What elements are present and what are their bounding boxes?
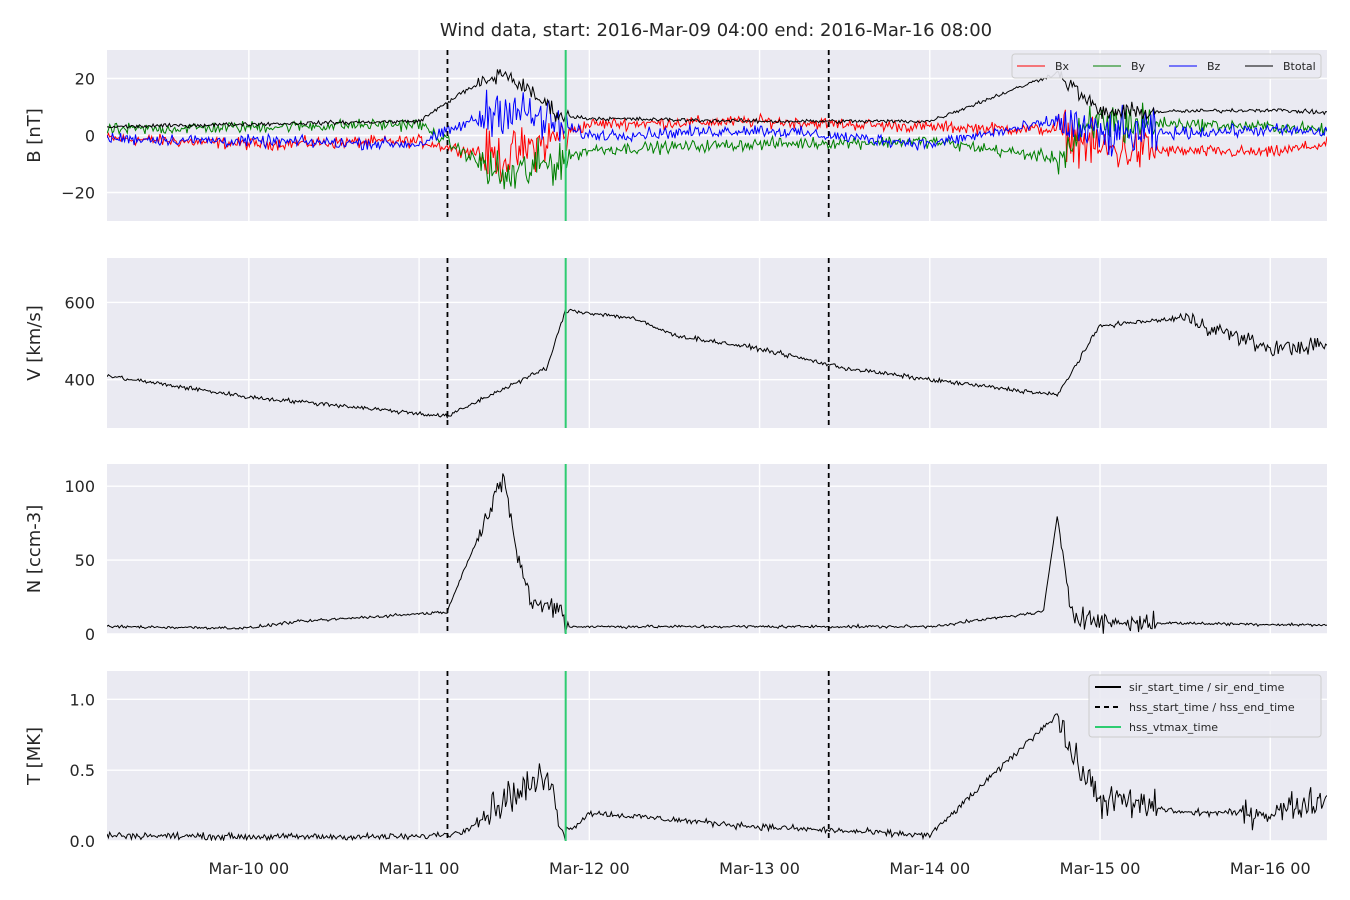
y-tick-label: 600 [64, 293, 95, 312]
y-tick-label: 0.5 [70, 761, 95, 780]
event-legend-label: hss_start_time / hss_end_time [1129, 701, 1295, 714]
y-tick-label: 20 [75, 70, 95, 89]
y-tick-label: 100 [64, 477, 95, 496]
event-legend-label: hss_vtmax_time [1129, 721, 1218, 734]
series-line-bz [107, 89, 1327, 157]
event-legend-box [1088, 674, 1322, 738]
y-axis-label: V [km/s] [24, 305, 45, 380]
y-tick-label: −20 [61, 184, 95, 203]
panel-2: 100 50 0 N [ccm-3] [24, 464, 1327, 644]
x-tick-label: Mar-10 00 [208, 859, 289, 878]
series-group [107, 473, 1327, 634]
series-group [107, 69, 1327, 190]
x-tick-label: Mar-15 00 [1060, 859, 1141, 878]
y-tick-label: 0 [85, 127, 95, 146]
x-tick-label: Mar-12 00 [549, 859, 630, 878]
series-group [107, 308, 1327, 419]
legend-label-bz: Bz [1207, 60, 1221, 73]
y-axis-label: B [nT] [24, 108, 45, 163]
y-axis-label: T [MK] [24, 727, 45, 786]
y-tick-label: 0.0 [70, 832, 95, 851]
legend-label-btotal: Btotal [1283, 60, 1316, 73]
y-axis-label: N [ccm-3] [24, 505, 45, 594]
y-tick-label: 1.0 [70, 690, 95, 709]
panel-3: 1.0 0.5 0.0 T [MK] sir_start_time / sir_end_… [24, 671, 1327, 878]
x-tick-label: Mar-11 00 [379, 859, 460, 878]
y-tick-label: 400 [64, 371, 95, 390]
series-group [107, 713, 1327, 841]
x-tick-label: Mar-14 00 [889, 859, 970, 878]
series-line [107, 308, 1327, 419]
x-tick-label: Mar-13 00 [719, 859, 800, 878]
series-line-by [107, 102, 1327, 190]
series-line-btotal [107, 69, 1327, 129]
chart-title: Wind data, start: 2016-Mar-09 04:00 end:… [440, 20, 992, 41]
series-line [107, 473, 1327, 634]
series-line [107, 713, 1327, 841]
y-tick-label: 0 [85, 625, 95, 644]
x-tick-label: Mar-16 00 [1230, 859, 1311, 878]
legend-label-by: By [1131, 60, 1146, 73]
event-legend-label: sir_start_time / sir_end_time [1129, 681, 1285, 694]
y-tick-label: 50 [75, 551, 95, 570]
panel-1: 600 400 V [km/s] [24, 258, 1327, 428]
plot-area [107, 464, 1327, 634]
legend-label-bx: Bx [1055, 60, 1070, 73]
panel-0: 20 0 −20 B [nT] Bx By Bz Btotal [24, 50, 1327, 221]
b-legend-box [1011, 53, 1322, 79]
